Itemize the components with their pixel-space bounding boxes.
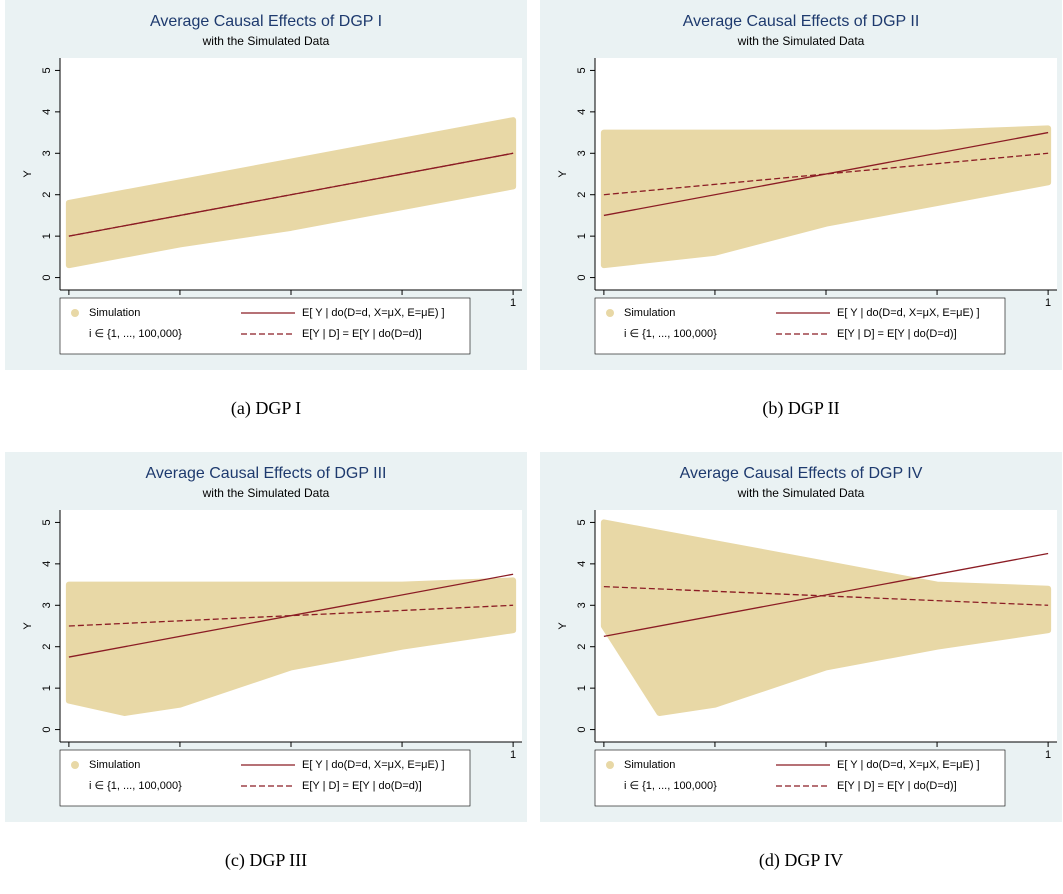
y-tick-label: 4 xyxy=(576,109,588,115)
y-tick-label: 2 xyxy=(576,644,588,650)
legend-label: E[ Y | do(D=d, X=μX, E=μE) ] xyxy=(302,759,445,771)
y-tick-label: 4 xyxy=(41,109,53,115)
y-axis-title: Y xyxy=(22,170,34,178)
chart-title: Average Causal Effects of DGP III xyxy=(145,465,386,482)
legend-label: E[ Y | do(D=d, X=μX, E=μE) ] xyxy=(837,307,980,319)
legend-marker xyxy=(71,309,79,317)
y-tick-label: 0 xyxy=(41,727,53,733)
x-tick-label: 1 xyxy=(510,749,516,761)
chart-subtitle: with the Simulated Data xyxy=(737,486,865,500)
caption: (d) DGP IV xyxy=(759,850,843,871)
solid-line xyxy=(603,131,1049,217)
legend-marker xyxy=(606,761,614,769)
legend-label: E[Y | D] = E[Y | do(D=d)] xyxy=(302,780,422,792)
legend-label: Simulation xyxy=(89,759,140,771)
legend xyxy=(594,749,1006,807)
chart-subtitle: with the Simulated Data xyxy=(202,34,330,48)
panel: Average Causal Effects of DGP I with the … xyxy=(5,0,527,419)
y-tick-label: 5 xyxy=(576,67,588,73)
scatter-cloud xyxy=(600,125,1052,269)
y-tick-label: 3 xyxy=(41,150,53,156)
scatter-cloud xyxy=(65,577,517,716)
panel: Average Causal Effects of DGP III with th… xyxy=(5,452,527,871)
panel: Average Causal Effects of DGP II with the… xyxy=(540,0,1062,419)
dashed-line xyxy=(68,152,514,237)
chart-title: Average Causal Effects of DGP I xyxy=(150,13,382,30)
legend-marker xyxy=(606,309,614,317)
dashed-line xyxy=(603,152,1049,196)
chart-subtitle: with the Simulated Data xyxy=(202,486,330,500)
x-tick-label: 1 xyxy=(1045,297,1051,309)
y-axis-title: Y xyxy=(557,622,569,630)
panel: Average Causal Effects of DGP IV with the… xyxy=(540,452,1062,871)
legend-label: E[Y | D] = E[Y | do(D=d)] xyxy=(837,328,957,340)
y-tick-label: 5 xyxy=(576,519,588,525)
y-tick-label: 0 xyxy=(41,275,53,281)
caption: (c) DGP III xyxy=(225,850,307,871)
y-tick-label: 1 xyxy=(576,685,588,691)
solid-line xyxy=(68,573,514,658)
scatter-cloud xyxy=(65,117,517,269)
legend-label: E[Y | D] = E[Y | do(D=d)] xyxy=(837,780,957,792)
legend-label: Simulation xyxy=(624,759,675,771)
dashed-line xyxy=(68,604,514,627)
y-tick-label: 4 xyxy=(576,561,588,567)
scatter-cloud xyxy=(600,519,1052,716)
y-tick-label: 1 xyxy=(41,233,53,239)
y-axis-title: Y xyxy=(557,170,569,178)
legend xyxy=(59,297,471,355)
x-tick-label: 1 xyxy=(510,297,516,309)
y-tick-label: 5 xyxy=(41,67,53,73)
y-tick-label: 1 xyxy=(576,233,588,239)
chart-subtitle: with the Simulated Data xyxy=(737,34,865,48)
y-tick-label: 5 xyxy=(41,519,53,525)
y-tick-label: 2 xyxy=(41,192,53,198)
y-tick-label: 1 xyxy=(41,685,53,691)
legend-note: i ∈ {1, ..., 100,000} xyxy=(89,780,182,792)
y-tick-label: 0 xyxy=(576,275,588,281)
y-tick-label: 4 xyxy=(41,561,53,567)
y-tick-label: 2 xyxy=(576,192,588,198)
y-tick-label: 0 xyxy=(576,727,588,733)
legend-marker xyxy=(71,761,79,769)
y-tick-label: 3 xyxy=(41,602,53,608)
chart-title: Average Causal Effects of DGP IV xyxy=(680,465,923,482)
caption: (b) DGP II xyxy=(762,398,839,419)
legend-note: i ∈ {1, ..., 100,000} xyxy=(624,780,717,792)
solid-line xyxy=(603,552,1049,637)
y-tick-label: 2 xyxy=(41,644,53,650)
legend xyxy=(59,749,471,807)
legend-label: Simulation xyxy=(89,307,140,319)
legend-note: i ∈ {1, ..., 100,000} xyxy=(624,328,717,340)
x-tick-label: 1 xyxy=(1045,749,1051,761)
legend-note: i ∈ {1, ..., 100,000} xyxy=(89,328,182,340)
legend-label: E[Y | D] = E[Y | do(D=d)] xyxy=(302,328,422,340)
chart-title: Average Causal Effects of DGP II xyxy=(683,13,920,30)
caption: (a) DGP I xyxy=(231,398,301,419)
y-tick-label: 3 xyxy=(576,602,588,608)
legend-label: E[ Y | do(D=d, X=μX, E=μE) ] xyxy=(302,307,445,319)
legend-label: Simulation xyxy=(624,307,675,319)
y-axis-title: Y xyxy=(22,622,34,630)
y-tick-label: 3 xyxy=(576,150,588,156)
legend-label: E[ Y | do(D=d, X=μX, E=μE) ] xyxy=(837,759,980,771)
legend xyxy=(594,297,1006,355)
dashed-line xyxy=(603,585,1049,606)
